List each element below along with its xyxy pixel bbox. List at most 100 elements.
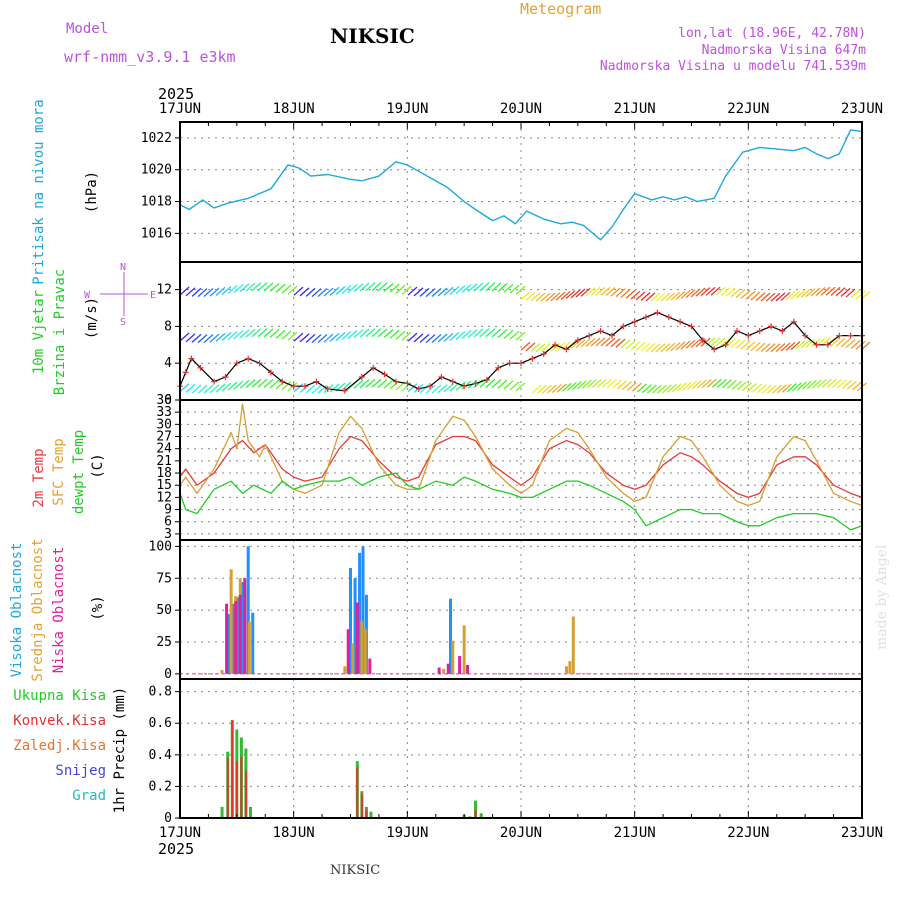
wind-barb-mid: [491, 328, 502, 338]
wind-barb-mid: [347, 330, 358, 340]
ytick-label-cloud: 0: [164, 667, 172, 682]
wind-speed-marker: [290, 383, 297, 390]
wind-barb-lower-2: [606, 379, 617, 389]
cloud-low-bar: [368, 658, 372, 674]
wind-barb-upper-2: [665, 292, 676, 302]
wind-barb-mid-2: [745, 341, 756, 351]
wind-barb-upper: [239, 283, 250, 293]
wind-barb-upper-2: [720, 287, 731, 297]
wind-barb-mid-2: [670, 342, 681, 352]
wind-barb-mid-2: [580, 338, 591, 348]
wind-barb-lower-2: [821, 378, 832, 388]
wind-barb-upper-2: [800, 288, 811, 298]
cloud-mid-bar: [451, 640, 455, 674]
cloud-mid-bar: [442, 668, 446, 674]
wind-barb-lower: [455, 381, 466, 391]
cloud-mid-bar: [363, 629, 367, 674]
wind-barb-upper-2: [560, 290, 571, 300]
wind-barb-mid-2: [830, 337, 841, 347]
wind-barb-upper-2: [730, 288, 741, 298]
wind-barb-mid: [245, 328, 256, 338]
wind-speed-marker: [847, 332, 854, 339]
wind-barb-mid-2: [655, 343, 666, 353]
precip-convective-bar: [235, 761, 238, 818]
wind-barb-upper-2: [740, 289, 751, 299]
wind-barb-upper: [185, 287, 196, 297]
wind-barb-mid-2: [850, 339, 861, 349]
wind-barb-upper: [233, 284, 244, 294]
panel-frame-precip: [179, 678, 863, 819]
wind-title-1: 10m Vjetar: [31, 290, 47, 374]
xtick-top: 21JUN: [614, 101, 656, 117]
cloud-high-bar: [246, 546, 250, 674]
ytick-label-temperature: 24: [156, 442, 172, 457]
wind-barb-lower: [371, 378, 382, 388]
temp-sfc-label: SFC Temp: [51, 438, 67, 505]
wind-barb-lower-2: [641, 384, 652, 394]
wind-barb-upper-2: [695, 287, 706, 297]
wind-barb-upper-2: [735, 289, 746, 299]
wind-speed-marker: [427, 383, 434, 390]
ytick-label-temperature: 21: [156, 454, 172, 469]
wind-barb-lower-2: [531, 384, 542, 394]
wind-barb-mid: [431, 333, 442, 343]
wind-barb-mid: [293, 332, 304, 342]
ytick-label-temperature: 3: [164, 527, 172, 542]
precip-total-bar: [479, 813, 483, 818]
wind-barb-upper-2: [640, 291, 651, 301]
wind-barb-upper: [257, 282, 268, 292]
wind-speed-marker: [608, 332, 615, 339]
wind-barb-upper-2: [675, 290, 686, 300]
pressure-labels: Pritisak na nivou mora (hPa): [31, 99, 100, 284]
wind-barb-mid-2: [730, 338, 741, 348]
wind-barb-lower-2: [556, 383, 567, 393]
ticks-layer: 1016101810201022048123691215182124273033…: [141, 101, 883, 841]
temp-sfc-line: [179, 403, 863, 507]
wind-barb-mid-2: [740, 340, 751, 350]
wind-barb-lower: [491, 379, 502, 389]
wind-speed-marker: [836, 332, 843, 339]
wind-barb-upper: [203, 288, 214, 297]
ytick-label-temperature: 36: [156, 393, 172, 408]
wind-barb-upper: [281, 284, 292, 294]
precip-convective-bar: [365, 810, 368, 818]
wind-barb-lower-2: [731, 380, 742, 390]
legend-total: Ukupna Kisa: [13, 688, 106, 704]
wind-barb-upper-2: [555, 291, 566, 301]
wind-speed-marker: [370, 364, 377, 371]
wind-barb-lower: [233, 380, 244, 390]
wind-barb-lower-2: [826, 378, 837, 388]
wind-speed-marker: [631, 318, 638, 325]
wind-unit: (m/s): [84, 297, 100, 339]
wind-barb-upper-2: [840, 287, 851, 297]
wind-barb-lower: [359, 379, 370, 389]
xtick-bottom: 20JUN: [500, 825, 542, 841]
ytick-label-precip: 0: [164, 811, 172, 826]
wind-barb-mid: [191, 333, 202, 343]
wind-barb-upper-2: [790, 290, 801, 300]
wind-barb-lower-2: [561, 382, 572, 392]
wind-barb-lower-2: [626, 382, 637, 391]
wind-barb-mid: [329, 332, 340, 342]
wind-barb-mid-2: [705, 337, 716, 347]
wind-speed-marker: [495, 364, 502, 371]
wind-barb-mid-2: [770, 343, 781, 353]
wind-barb-mid: [383, 328, 394, 338]
wind-barb-lower: [191, 384, 202, 394]
wind-barb-upper: [371, 282, 382, 292]
wind-barb-mid: [377, 328, 388, 338]
wind-barb-mid-2: [675, 341, 686, 351]
wind-barb-mid: [509, 330, 520, 340]
wind-barb-upper: [383, 282, 394, 292]
wind-barb-mid: [455, 330, 466, 340]
precip-convective-bar: [226, 757, 229, 818]
compass-s: S: [120, 317, 126, 328]
wind-speed-marker: [211, 378, 218, 385]
wind-barb-lower: [251, 378, 262, 388]
wind-barb-mid-2: [795, 340, 806, 350]
wind-speed-marker: [506, 360, 513, 367]
wind-barb-upper-2: [610, 287, 621, 297]
wind-barb-upper-2: [715, 286, 726, 296]
wind-barb-lower: [281, 381, 292, 391]
wind-barb-mid: [395, 330, 406, 340]
